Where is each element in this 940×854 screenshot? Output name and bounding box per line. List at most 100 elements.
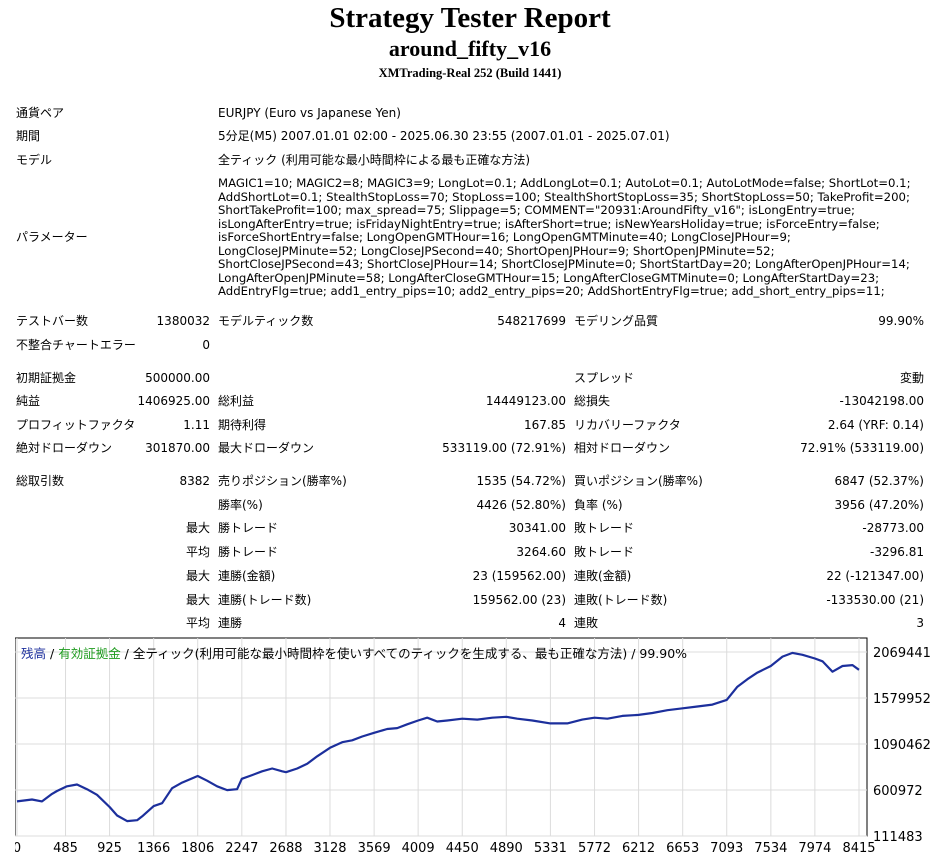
expected-value: 167.85 bbox=[524, 418, 566, 432]
period-value: 5分足(M5) 2007.01.01 02:00 - 2025.06.30 23… bbox=[218, 129, 670, 143]
long-label: 買いポジション(勝率%) bbox=[574, 474, 703, 488]
long-value: 6847 (52.37%) bbox=[834, 474, 924, 488]
abs-dd-label: 絶対ドローダウン bbox=[16, 441, 113, 455]
quality-value: 99.90% bbox=[878, 314, 924, 328]
avg-label: 平均 bbox=[185, 616, 210, 630]
total-trades-label: 総取引数 bbox=[16, 474, 65, 488]
total-trades-value: 8382 bbox=[179, 474, 210, 488]
net-value: 1406925.00 bbox=[137, 394, 210, 408]
model-label: モデル bbox=[16, 153, 53, 167]
net-label: 純益 bbox=[16, 394, 41, 408]
loss-rate-value: 3956 (47.20%) bbox=[834, 498, 924, 512]
max-cons-profit-value: 159562.00 (23) bbox=[472, 593, 566, 607]
x-tick-label: 3128 bbox=[313, 841, 346, 854]
short-label: 売りポジション(勝率%) bbox=[218, 474, 347, 488]
ticks-label: モデルティック数 bbox=[218, 314, 314, 328]
x-tick-label: 8415 bbox=[842, 841, 875, 854]
avg-cons-wins-value: 4 bbox=[558, 616, 566, 630]
x-tick-label: 3569 bbox=[358, 841, 391, 854]
model-value: 全ティック (利用可能な最小時間枠による最も正確な方法) bbox=[218, 153, 531, 167]
x-tick-label: 0 bbox=[15, 841, 21, 854]
bars-label: テストバー数 bbox=[16, 314, 89, 328]
ticks-value: 548217699 bbox=[497, 314, 566, 328]
y-tick-label: 2069441 bbox=[873, 646, 931, 661]
plot-frame bbox=[15, 637, 868, 837]
x-tick-label: 7093 bbox=[710, 841, 743, 854]
x-tick-label: 2247 bbox=[225, 841, 258, 854]
recovery-label: リカバリーファクタ bbox=[574, 418, 681, 432]
rel-dd-value: 72.91% (533119.00) bbox=[800, 441, 924, 455]
legend-sep: / bbox=[46, 646, 59, 661]
mismatch-value: 0 bbox=[202, 338, 210, 352]
symbol-label: 通貨ペア bbox=[16, 106, 65, 120]
max-cons-wins-label: 連勝(金額) bbox=[218, 569, 276, 583]
x-tick-label: 925 bbox=[97, 841, 122, 854]
max-cons-losses-label: 連敗(金額) bbox=[574, 569, 632, 583]
avg-win-value: 3264.60 bbox=[516, 545, 566, 559]
pf-value: 1.11 bbox=[183, 418, 210, 432]
balance-line bbox=[16, 651, 860, 823]
x-tick-label: 5772 bbox=[578, 841, 611, 854]
legend-balance: 残高 bbox=[21, 646, 47, 661]
symbol-value: EURJPY (Euro vs Japanese Yen) bbox=[218, 106, 401, 120]
pf-label: プロフィットファクタ bbox=[16, 418, 136, 432]
gross-profit-value: 14449123.00 bbox=[485, 394, 566, 408]
gross-loss-value: -13042198.00 bbox=[839, 394, 925, 408]
bars-value: 1380032 bbox=[156, 314, 210, 328]
y-tick-label: 600972 bbox=[873, 784, 923, 799]
loss-rate-label: 負率 (%) bbox=[574, 498, 623, 512]
spread-value: 変動 bbox=[899, 371, 924, 385]
ea-name: around_fifty_v16 bbox=[388, 36, 552, 61]
deposit-value: 500000.00 bbox=[145, 371, 210, 385]
largest-loss-value: -28773.00 bbox=[862, 521, 924, 535]
max-label: 最大 bbox=[185, 521, 210, 535]
max-cons-wins-value: 23 (159562.00) bbox=[472, 569, 566, 583]
x-tick-label: 1806 bbox=[181, 841, 214, 854]
avg-label: 平均 bbox=[185, 545, 210, 559]
spread-label: スプレッド bbox=[574, 371, 635, 385]
max-cons-profit-label: 連勝(トレード数) bbox=[218, 593, 312, 607]
recovery-value: 2.64 (YRF: 0.14) bbox=[827, 418, 924, 432]
avg-loss-label: 敗トレード bbox=[574, 545, 635, 559]
x-tick-label: 7974 bbox=[798, 841, 831, 854]
quality-label: モデリング品質 bbox=[574, 314, 659, 328]
x-tick-label: 4009 bbox=[402, 841, 435, 854]
x-tick-label: 6212 bbox=[622, 841, 655, 854]
x-tick-label: 2688 bbox=[269, 841, 302, 854]
win-rate-label: 勝率(%) bbox=[218, 498, 263, 512]
params-label: パラメーター bbox=[16, 230, 88, 244]
max-dd-label: 最大ドローダウン bbox=[218, 441, 315, 455]
report-title: Strategy Tester Report bbox=[329, 2, 611, 34]
x-tick-label: 5331 bbox=[534, 841, 567, 854]
max-cons-loss-value: -133530.00 (21) bbox=[826, 593, 924, 607]
win-rate-value: 4426 (52.80%) bbox=[476, 498, 566, 512]
x-tick-label: 7534 bbox=[754, 841, 787, 854]
abs-dd-value: 301870.00 bbox=[145, 441, 210, 455]
max-label: 最大 bbox=[185, 593, 210, 607]
largest-win-label: 勝トレード bbox=[218, 521, 279, 535]
avg-cons-losses-value: 3 bbox=[916, 616, 924, 630]
max-cons-losses-value: 22 (-121347.00) bbox=[826, 569, 924, 583]
max-cons-loss-label: 連敗(トレード数) bbox=[574, 593, 668, 607]
rel-dd-label: 相対ドローダウン bbox=[574, 441, 671, 455]
gross-loss-label: 総損失 bbox=[574, 394, 611, 408]
x-tick-label: 4450 bbox=[446, 841, 479, 854]
x-tick-label: 1366 bbox=[137, 841, 170, 854]
max-dd-value: 533119.00 (72.91%) bbox=[442, 441, 566, 455]
x-tick-label: 4890 bbox=[490, 841, 523, 854]
y-tick-label: 1579952 bbox=[873, 692, 931, 707]
expected-label: 期待利得 bbox=[218, 418, 267, 432]
server-name: XMTrading-Real 252 (Build 1441) bbox=[378, 66, 562, 80]
params-value: MAGIC1=10; MAGIC2=8; MAGIC3=9; LongLot=0… bbox=[218, 176, 911, 298]
y-tick-label: 1090462 bbox=[873, 738, 931, 753]
period-label: 期間 bbox=[16, 129, 41, 143]
balance-chart: 2069441 1579952 1090462 600972 111483 0 485 925… bbox=[15, 637, 931, 854]
x-tick-label: 485 bbox=[53, 841, 78, 854]
legend-rest: / 全ティック(利用可能な最小時間枠を使いすべてのティックを生成する、最も正確な… bbox=[120, 646, 688, 661]
max-label: 最大 bbox=[185, 569, 210, 583]
avg-cons-wins-label: 連勝 bbox=[218, 616, 243, 630]
largest-win-value: 30341.00 bbox=[508, 521, 566, 535]
chart-legend: 残高 / 有効証拠金 / 全ティック(利用可能な最小時間枠を使いすべてのティック… bbox=[21, 643, 687, 662]
short-value: 1535 (54.72%) bbox=[476, 474, 566, 488]
largest-loss-label: 敗トレード bbox=[574, 521, 635, 535]
